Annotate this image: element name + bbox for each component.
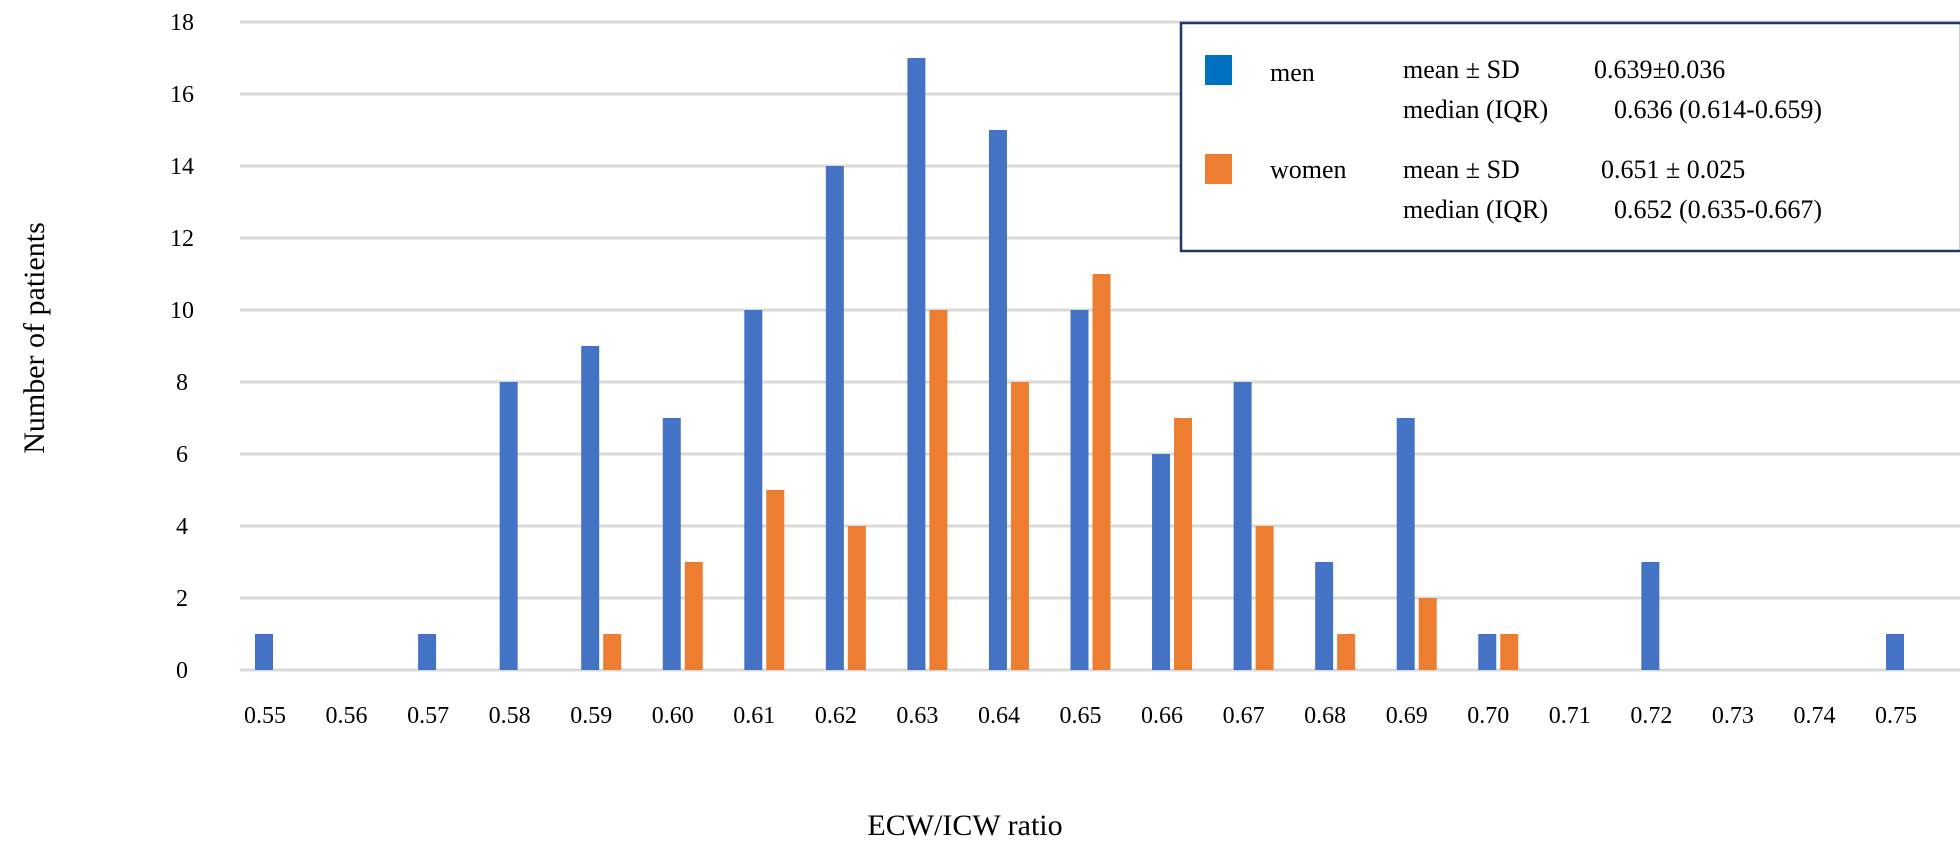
x-tick-label: 0.70 [1467,703,1509,729]
bar-men [1641,562,1660,670]
bar-men [1233,382,1252,670]
y-tick-label: 16 [170,82,194,108]
y-tick-label: 4 [176,514,188,540]
y-tick-label: 2 [176,586,188,612]
bar-men [1396,418,1415,670]
x-tick-label: 0.74 [1793,703,1835,729]
y-tick-label: 10 [170,298,194,324]
x-tick-label: 0.61 [733,703,775,729]
y-tick-label: 0 [176,658,188,684]
x-tick-label: 0.66 [1141,703,1183,729]
x-tick-label: 0.59 [570,703,612,729]
legend-men-median-value: 0.636 (0.614-0.659) [1614,95,1822,124]
legend-women-mean-value: 0.651 ± 0.025 [1601,155,1745,184]
legend-swatch-women [1205,154,1232,184]
bar-women [1092,274,1111,670]
bar-women [929,310,948,670]
bar-men [499,382,518,670]
bar-women [1174,418,1193,670]
bar-men [255,634,273,670]
x-tick-label: 0.62 [815,703,857,729]
bar-men [662,418,681,670]
bar-men [825,166,844,670]
y-tick-label: 6 [176,442,188,468]
y-axis-ticks: 0 2 4 6 8 10 12 14 16 18 [170,10,194,684]
legend-label-men: men [1270,58,1315,87]
legend-men-mean-label: mean ± SD [1403,55,1520,84]
y-tick-label: 8 [176,370,188,396]
x-tick-label: 0.64 [978,703,1020,729]
x-tick-label: 0.65 [1060,703,1102,729]
bar-men [744,310,763,670]
legend-women-mean-label: mean ± SD [1403,155,1520,184]
bar-women [684,562,703,670]
x-axis-ticks: 0.55 0.56 0.57 0.58 0.59 0.60 0.61 0.62 0.63 0.64… [244,703,1917,729]
legend-box [1179,21,1960,253]
bar-women [1337,634,1356,670]
bar-men [1070,310,1089,670]
bar-women [603,634,622,670]
bar-men [1152,454,1171,670]
legend-men-mean-value: 0.639±0.036 [1594,55,1725,84]
x-tick-label: 0.71 [1549,703,1591,729]
x-tick-label: 0.55 [244,703,286,729]
legend-women-median-value: 0.652 (0.635-0.667) [1614,195,1822,224]
y-tick-label: 14 [170,154,194,180]
legend-men-median-label: median (IQR) [1403,95,1548,124]
legend-label-women: women [1270,155,1347,184]
x-tick-label: 0.75 [1875,703,1917,729]
bar-women [766,490,785,670]
bar-men [907,58,926,670]
x-tick-label: 0.69 [1386,703,1428,729]
x-tick-label: 0.58 [489,703,531,729]
bar-men [418,634,437,670]
bars [255,58,1904,670]
y-axis-title: Number of patients [18,222,51,454]
bar-men [1315,562,1334,670]
bar-men [1886,634,1904,670]
bar-women [1010,382,1029,670]
legend-swatch-men [1205,55,1232,85]
x-tick-label: 0.67 [1223,703,1265,729]
bar-women [847,526,866,670]
legend: men mean ± SD 0.639±0.036 median (IQR) 0… [1179,21,1960,253]
bar-men [581,346,600,670]
bar-women [1255,526,1274,670]
x-tick-label: 0.73 [1712,703,1754,729]
legend-women-median-label: median (IQR) [1403,195,1548,224]
bar-women [1418,598,1437,670]
x-tick-label: 0.60 [652,703,694,729]
bar-men [988,130,1007,670]
bar-women [1500,634,1519,670]
x-tick-label: 0.68 [1304,703,1346,729]
x-tick-label: 0.57 [407,703,449,729]
bar-men [1478,634,1497,670]
y-tick-label: 18 [170,10,194,36]
x-tick-label: 0.56 [326,703,368,729]
x-tick-label: 0.63 [896,703,938,729]
x-axis-title: ECW/ICW ratio [867,809,1062,842]
y-tick-label: 12 [170,226,194,252]
x-tick-label: 0.72 [1630,703,1672,729]
